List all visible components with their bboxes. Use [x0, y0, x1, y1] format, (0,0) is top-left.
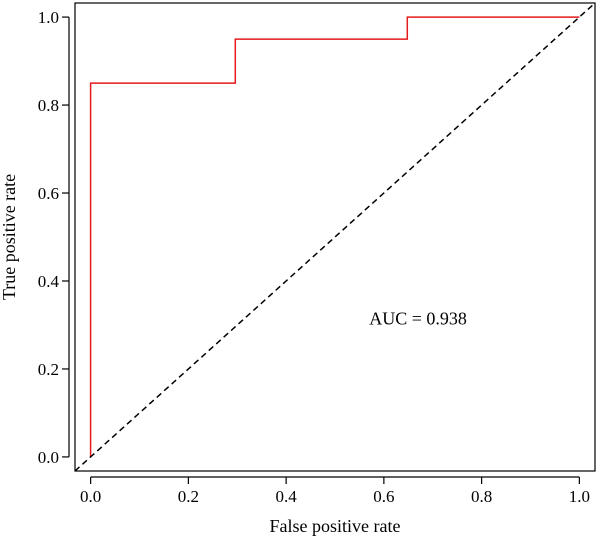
- y-tick-label: 1.0: [38, 8, 59, 27]
- auc-annotation: AUC = 0.938: [369, 308, 467, 328]
- plot-frame: [74, 2, 596, 472]
- reference-diagonal-line: [74, 2, 596, 472]
- x-axis-label: False positive rate: [270, 516, 401, 536]
- x-tick-label: 0.0: [80, 487, 101, 506]
- y-axis-label: True positive rate: [0, 174, 19, 300]
- y-axis: 0.0 0.2 0.4 0.6 0.8 1.0: [38, 8, 70, 467]
- y-tick-label: 0.0: [38, 448, 59, 467]
- x-tick-label: 0.2: [178, 487, 199, 506]
- x-tick-label: 0.8: [471, 487, 492, 506]
- y-tick-label: 0.4: [38, 272, 60, 291]
- roc-curve-line: [89, 16, 580, 457]
- series-layer: [74, 2, 596, 472]
- annotation-layer: AUC = 0.938: [369, 308, 467, 328]
- x-axis: 0.0 0.2 0.4 0.6 0.8 1.0: [80, 476, 590, 506]
- y-tick-label: 0.8: [38, 96, 59, 115]
- x-tick-label: 0.4: [276, 487, 298, 506]
- x-tick-label: 1.0: [569, 487, 590, 506]
- y-tick-label: 0.6: [38, 184, 59, 203]
- x-tick-label: 0.6: [373, 487, 394, 506]
- y-tick-label: 0.2: [38, 360, 59, 379]
